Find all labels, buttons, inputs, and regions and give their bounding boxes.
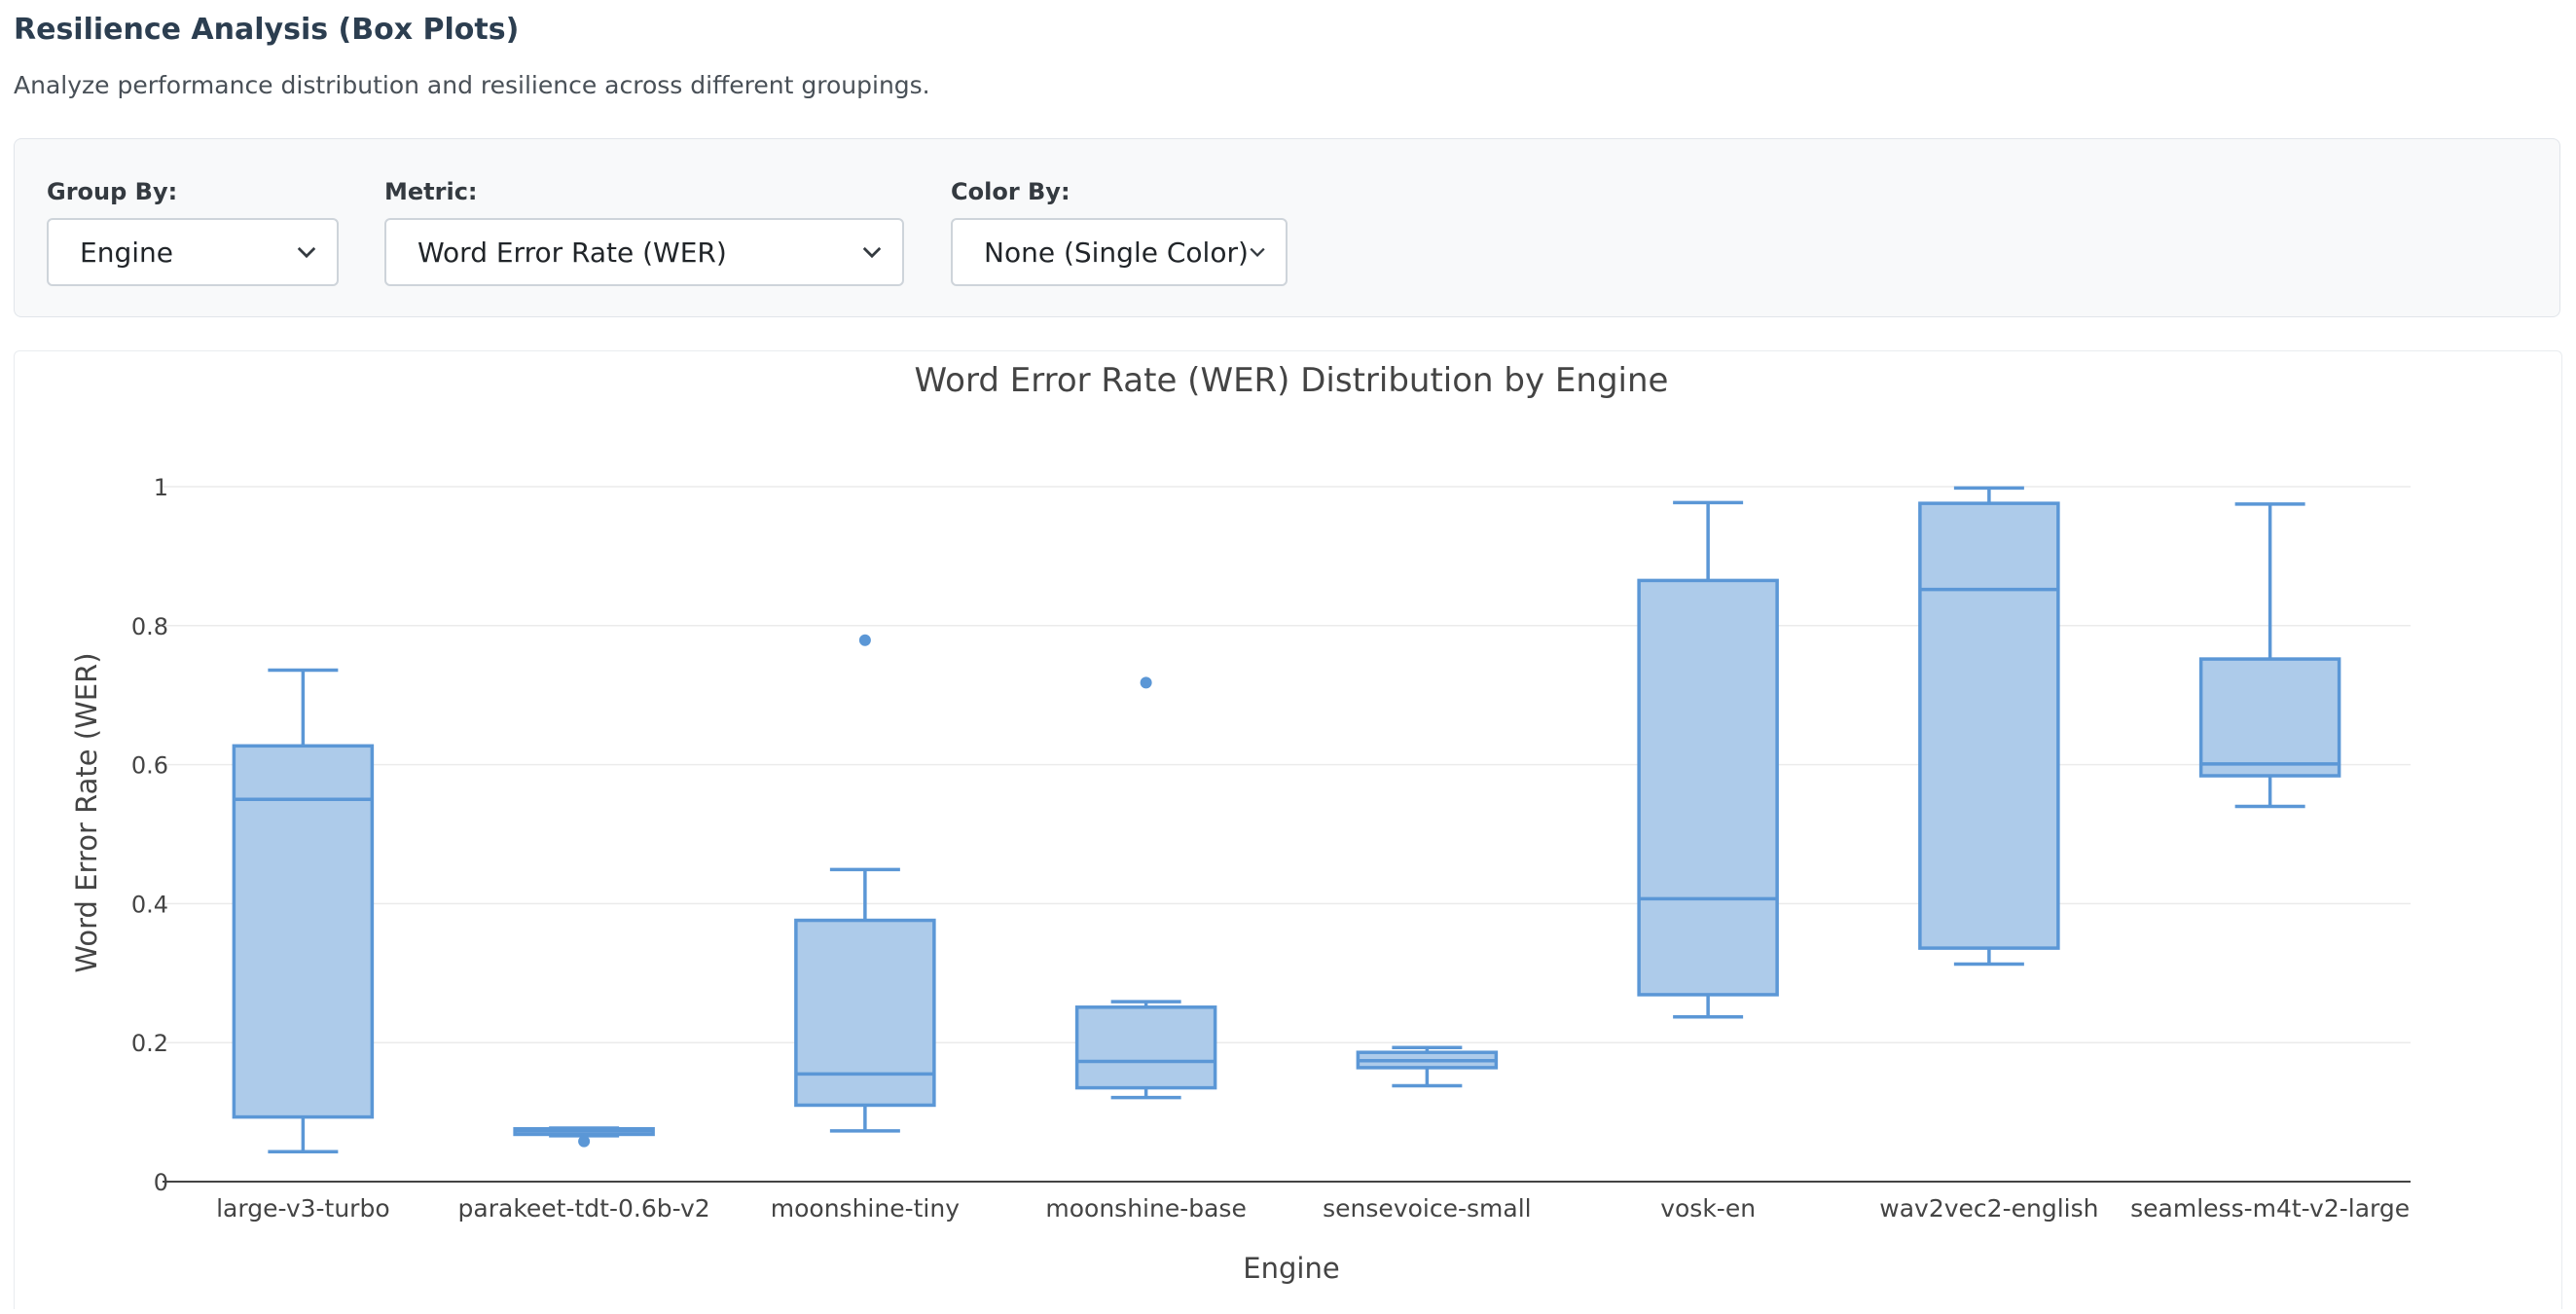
chart-card: 0 0.2 0.4 0.6 0.8 1 large-v3-turbo parakeet-td… xyxy=(14,350,2562,1309)
x-tick-label: sensevoice-small xyxy=(1323,1194,1531,1223)
box-moonshine-base xyxy=(1074,676,1217,1100)
metric-label: Metric: xyxy=(384,178,478,205)
chevron-down-icon xyxy=(862,246,882,259)
y-tick-labels: 0 0.2 0.4 0.6 0.8 1 xyxy=(131,474,168,1196)
box-plot-chart: 0 0.2 0.4 0.6 0.8 1 large-v3-turbo parakeet-td… xyxy=(70,361,2411,1285)
page-description: Analyze performance distribution and res… xyxy=(14,71,930,99)
box-body xyxy=(1637,578,1779,997)
group-by-select[interactable]: Engine xyxy=(47,218,339,286)
color-by-select[interactable]: None (Single Color) xyxy=(951,218,1288,286)
outlier-point xyxy=(858,634,871,646)
box-seamless-m4t-v2-large xyxy=(2198,502,2341,809)
metric-value: Word Error Rate (WER) xyxy=(417,236,727,269)
group-by-label: Group By: xyxy=(47,178,178,205)
y-tick-label: 0.8 xyxy=(131,613,168,640)
x-tick-label: wav2vec2-english xyxy=(1879,1194,2098,1223)
y-axis-title: Word Error Rate (WER) xyxy=(70,652,103,972)
x-tick-label: seamless-m4t-v2-large xyxy=(2130,1194,2410,1223)
chart-title: Word Error Rate (WER) Distribution by En… xyxy=(915,361,1669,400)
x-tick-label: moonshine-tiny xyxy=(771,1194,960,1223)
color-by-label: Color By: xyxy=(951,178,1070,205)
y-tick-label: 0.4 xyxy=(131,891,168,918)
x-tick-label: moonshine-base xyxy=(1045,1194,1246,1223)
x-axis-title: Engine xyxy=(1243,1252,1339,1285)
box-large-v3-turbo xyxy=(232,668,375,1154)
y-tick-label: 1 xyxy=(154,474,168,501)
box-body xyxy=(2198,657,2341,778)
y-tick-label: 0 xyxy=(154,1169,168,1196)
box-body xyxy=(232,744,375,1119)
x-tick-label: large-v3-turbo xyxy=(216,1194,390,1223)
x-tick-labels: large-v3-turbo parakeet-tdt-0.6b-v2 moonsh… xyxy=(216,1194,2410,1223)
chevron-down-icon xyxy=(1250,247,1265,257)
box-series xyxy=(232,486,2341,1154)
box-body xyxy=(794,918,936,1108)
page-title: Resilience Analysis (Box Plots) xyxy=(14,13,520,47)
box-parakeet-tdt-0.6b-v2 xyxy=(513,1126,655,1148)
metric-select[interactable]: Word Error Rate (WER) xyxy=(384,218,904,286)
controls-panel: Group By: Engine Metric: Word Error Rate… xyxy=(14,138,2560,317)
y-tick-label: 0.6 xyxy=(131,752,168,780)
box-sensevoice-small xyxy=(1356,1045,1499,1088)
box-moonshine-tiny xyxy=(794,634,936,1133)
color-by-value: None (Single Color) xyxy=(984,236,1249,269)
grid-lines xyxy=(163,486,2411,1043)
box-wav2vec2-english xyxy=(1918,486,2060,967)
x-tick-label: vosk-en xyxy=(1660,1194,1756,1223)
group-by-value: Engine xyxy=(80,236,173,269)
box-vosk-en xyxy=(1637,500,1779,1019)
box-body xyxy=(1074,1005,1217,1090)
box-body xyxy=(1918,501,2060,950)
chevron-down-icon xyxy=(297,246,316,259)
y-tick-label: 0.2 xyxy=(131,1030,168,1057)
outlier-point xyxy=(1140,676,1152,689)
x-tick-label: parakeet-tdt-0.6b-v2 xyxy=(458,1194,710,1223)
outlier-point xyxy=(578,1135,591,1148)
